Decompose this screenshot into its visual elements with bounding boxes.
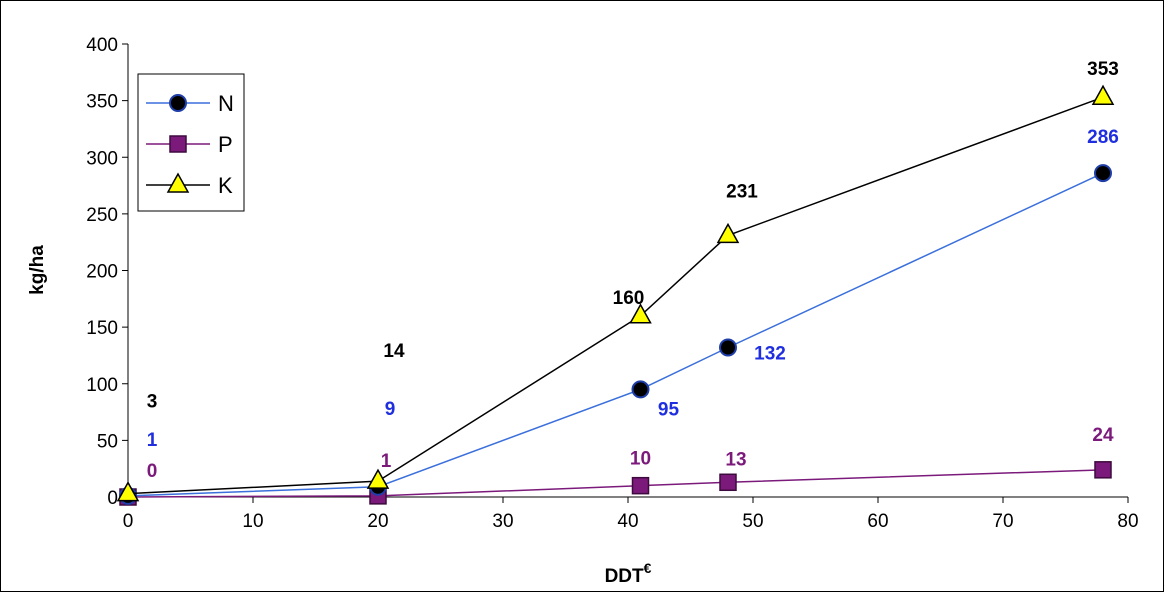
x-axis-title-superscript: € xyxy=(644,560,652,576)
legend-label-K: K xyxy=(218,173,233,198)
data-point-P xyxy=(719,473,737,492)
y-tick-label: 250 xyxy=(86,205,118,226)
legend-item-K: K xyxy=(146,172,233,198)
series-K xyxy=(116,84,1115,502)
data-label-K: 353 xyxy=(1087,59,1119,80)
legend-marker-K xyxy=(166,172,190,193)
data-point-K xyxy=(629,303,652,324)
x-tick-label: 70 xyxy=(992,511,1013,532)
data-label-P: 1 xyxy=(381,451,392,472)
data-point-K xyxy=(366,468,390,489)
data-label-P: 10 xyxy=(630,449,651,470)
data-label-K: 3 xyxy=(147,392,158,413)
legend: NPK xyxy=(137,73,245,212)
x-axis-title-main: DDT xyxy=(605,566,644,587)
y-tick-label: 350 xyxy=(86,92,118,113)
y-tick-label: 400 xyxy=(86,35,118,56)
x-tick-label: 80 xyxy=(1117,511,1138,532)
data-point-K xyxy=(116,481,140,502)
x-axis-title: DDT€ xyxy=(605,560,652,587)
y-tick-label: 300 xyxy=(86,148,118,169)
y-tick-label: 100 xyxy=(86,375,118,396)
legend-item-N: N xyxy=(146,91,234,116)
data-label-P: 24 xyxy=(1092,425,1114,446)
legend-marker-P xyxy=(169,135,187,153)
y-tick-label: 150 xyxy=(86,318,118,339)
x-tick-label: 40 xyxy=(617,511,638,532)
data-label-P: 0 xyxy=(147,461,158,482)
x-tick-label: 50 xyxy=(742,511,763,532)
data-label-N: 286 xyxy=(1087,127,1119,148)
data-point-N xyxy=(631,380,650,399)
data-label-K: 14 xyxy=(383,341,405,362)
series-layer xyxy=(116,84,1115,506)
legend-label-P: P xyxy=(218,132,233,157)
data-label-N: 9 xyxy=(385,399,396,420)
data-point-K xyxy=(1091,84,1115,105)
data-point-P xyxy=(631,476,650,495)
data-label-K: 160 xyxy=(613,288,645,309)
y-tick-label: 0 xyxy=(107,488,118,509)
y-tick-label: 200 xyxy=(86,262,118,283)
y-tick-label: 50 xyxy=(97,431,118,452)
data-label-P: 13 xyxy=(725,449,746,470)
x-tick-label: 60 xyxy=(867,511,888,532)
data-label-N: 95 xyxy=(658,399,680,420)
legend-marker-N xyxy=(169,94,187,112)
legend-item-P: P xyxy=(146,132,233,157)
data-label-N: 1 xyxy=(147,430,158,451)
x-tick-label: 10 xyxy=(242,511,263,532)
x-tick-label: 20 xyxy=(367,511,388,532)
legend-box xyxy=(137,73,245,212)
legend-label-N: N xyxy=(218,91,234,116)
data-point-N xyxy=(1094,164,1112,183)
data-point-P xyxy=(1094,461,1112,479)
y-axis-title: kg/ha xyxy=(27,245,48,295)
data-label-N: 132 xyxy=(754,344,786,365)
x-tick-label: 0 xyxy=(123,511,134,532)
x-tick-label: 30 xyxy=(492,511,513,532)
data-label-K: 231 xyxy=(726,181,758,202)
data-point-K xyxy=(716,222,740,244)
data-labels: 0 1 10 13 24 1 9 95 132 286 3 14 160 231 353 xyxy=(147,59,1119,482)
data-point-N xyxy=(719,338,737,357)
